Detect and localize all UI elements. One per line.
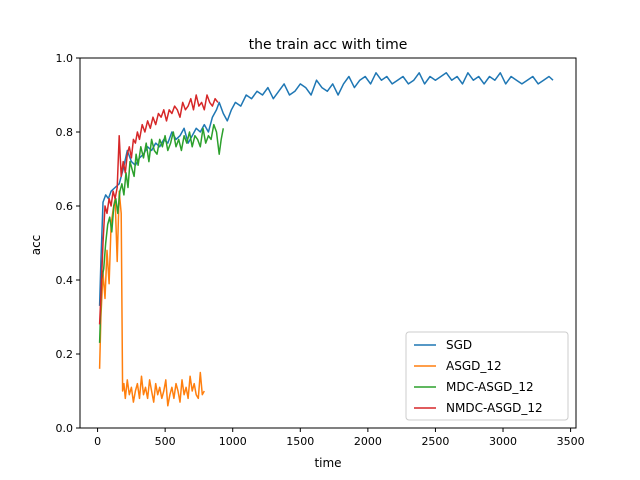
legend-label: NMDC-ASGD_12	[446, 401, 543, 415]
series-line-nmdc-asgd-12	[98, 94, 219, 325]
y-tick-label: 0.8	[56, 126, 74, 139]
y-tick-label: 0.4	[56, 274, 74, 287]
x-tick-label: 0	[94, 435, 101, 448]
y-axis-label: acc	[29, 235, 43, 256]
series-line-asgd-12	[98, 190, 205, 407]
y-axis: 0.0 0.2 0.4 0.6 0.8 1.0	[56, 52, 80, 435]
x-tick-label: 1500	[286, 435, 314, 448]
y-tick-label: 0.0	[56, 422, 74, 435]
legend-label: MDC-ASGD_12	[446, 380, 534, 394]
x-tick-label: 3000	[489, 435, 517, 448]
x-tick-label: 500	[155, 435, 176, 448]
x-tick-label: 2500	[421, 435, 449, 448]
y-tick-label: 0.6	[56, 200, 74, 213]
x-tick-label: 2000	[354, 435, 382, 448]
chart-title: the train acc with time	[249, 37, 408, 53]
legend-label: SGD	[446, 338, 472, 352]
series-line-sgd	[98, 72, 554, 306]
x-axis: 0 500 1000 1500 2000 2500 3000 3500	[94, 428, 585, 448]
series-layer	[98, 72, 554, 407]
y-tick-label: 0.2	[56, 348, 74, 361]
legend-box	[405, 331, 569, 421]
x-tick-label: 3500	[557, 435, 585, 448]
x-axis-label: time	[314, 456, 341, 470]
series-line-mdc-asgd-12	[98, 123, 225, 343]
y-tick-label: 1.0	[56, 52, 74, 65]
plot-area	[79, 57, 577, 429]
x-tick-label: 1000	[219, 435, 247, 448]
legend-label: ASGD_12	[446, 359, 502, 373]
legend: SGD ASGD_12 MDC-ASGD_12 NMDC-ASGD_12	[405, 331, 569, 421]
axes-frame	[79, 57, 577, 429]
